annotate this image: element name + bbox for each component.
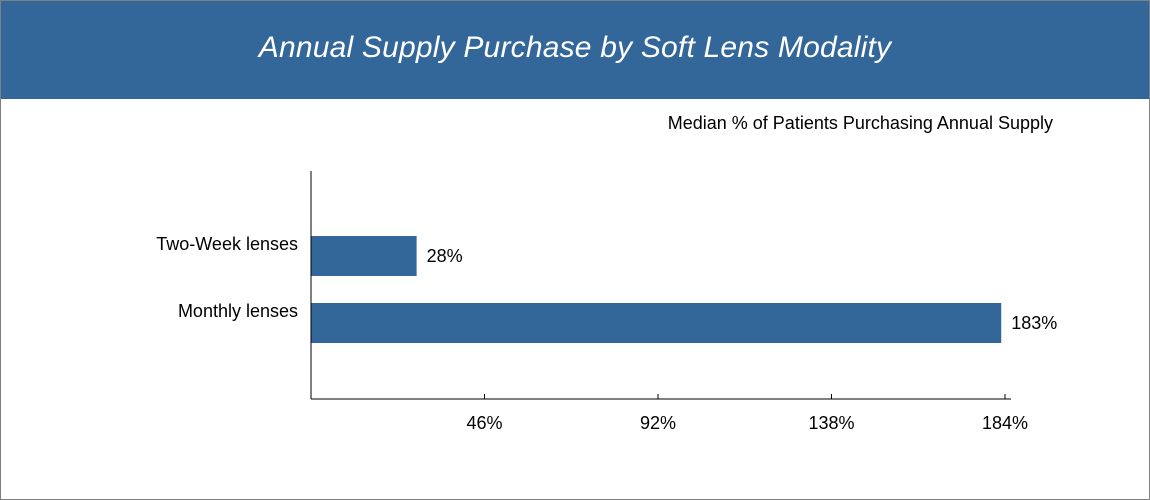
- bar: [311, 236, 417, 276]
- x-tick-label: 138%: [808, 413, 854, 433]
- data-label: 183%: [1011, 313, 1057, 333]
- data-label: 28%: [427, 246, 463, 266]
- page-title: Annual Supply Purchase by Soft Lens Moda…: [258, 31, 892, 64]
- x-tick-label: 92%: [640, 413, 676, 433]
- x-tick-label: 184%: [982, 413, 1028, 433]
- title-banner: Annual Supply Purchase by Soft Lens Moda…: [1, 1, 1149, 99]
- bars-layer: Two-Week lenses 28% Monthly lenses 183%: [156, 234, 1057, 343]
- category-label: Monthly lenses: [178, 301, 298, 321]
- category-label: Two-Week lenses: [156, 234, 298, 254]
- x-tick-label: 46%: [466, 413, 502, 433]
- chart-subtitle: Median % of Patients Purchasing Annual S…: [667, 113, 1053, 133]
- axis-layer: 46% 92% 138% 184%: [310, 171, 1028, 433]
- bar: [311, 303, 1002, 343]
